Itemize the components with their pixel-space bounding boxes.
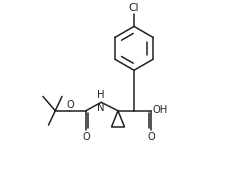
Text: N: N	[97, 103, 105, 113]
Text: Cl: Cl	[129, 3, 139, 13]
Text: O: O	[67, 100, 74, 110]
Text: O: O	[147, 132, 155, 142]
Text: O: O	[82, 132, 90, 142]
Text: OH: OH	[152, 105, 168, 115]
Text: H: H	[97, 90, 105, 100]
